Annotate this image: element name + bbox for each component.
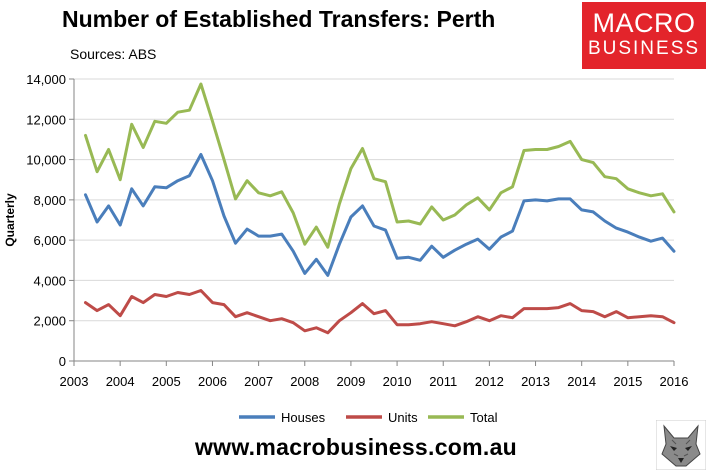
- chart-axes: [69, 78, 675, 366]
- wolf-head-icon: [656, 420, 706, 470]
- legend-label-houses: Houses: [281, 410, 326, 425]
- x-tick-label: 2007: [244, 374, 273, 389]
- legend-label-total: Total: [470, 410, 498, 425]
- x-tick-label: 2015: [613, 374, 642, 389]
- x-tick-label: 2005: [152, 374, 181, 389]
- x-tick-label: 2008: [290, 374, 319, 389]
- legend-label-units: Units: [388, 410, 418, 425]
- source-note: Sources: ABS: [70, 46, 157, 62]
- website-url[interactable]: www.macrobusiness.com.au: [194, 434, 518, 460]
- y-tick-label: 8,000: [33, 193, 66, 208]
- y-axis-tick-labels: 0 2,000 4,000 6,000 8,000 10,000 12,000 14,000: [26, 72, 66, 369]
- y-tick-label: 12,000: [26, 112, 66, 127]
- x-tick-label: 2006: [198, 374, 227, 389]
- y-tick-label: 6,000: [33, 233, 66, 248]
- y-tick-label: 0: [59, 354, 66, 369]
- y-tick-label: 14,000: [26, 72, 66, 87]
- chart-legend: Houses Units Total: [239, 410, 498, 425]
- series-line-units: [84, 289, 676, 335]
- page-title: Number of Established Transfers: Perth: [62, 6, 496, 32]
- series-line-houses: [84, 153, 676, 277]
- macrobusiness-logo[interactable]: MACRO BUSINESS: [582, 2, 706, 69]
- logo-line-2: BUSINESS: [587, 38, 701, 59]
- y-tick-label: 4,000: [33, 273, 66, 288]
- x-tick-label: 2004: [106, 374, 135, 389]
- series-line-total: [84, 82, 676, 249]
- x-tick-label: 2011: [429, 374, 457, 389]
- x-tick-label: 2010: [383, 374, 412, 389]
- x-tick-label: 2013: [521, 374, 550, 389]
- chart-gridlines: [74, 78, 674, 322]
- x-axis-tick-labels: 2003 2004 2005 2006 2007 2008 2009 2010 2011 2012…: [60, 374, 689, 389]
- y-tick-label: 2,000: [33, 314, 66, 329]
- x-tick-label: 2016: [660, 374, 689, 389]
- x-tick-label: 2009: [336, 374, 365, 389]
- y-tick-label: 10,000: [26, 153, 66, 168]
- x-tick-label: 2012: [475, 374, 504, 389]
- logo-line-1: MACRO: [592, 8, 696, 38]
- chart-series: [84, 82, 676, 335]
- y-axis-title: Quarterly: [3, 193, 17, 247]
- x-tick-label: 2014: [567, 374, 596, 389]
- x-tick-label: 2003: [60, 374, 89, 389]
